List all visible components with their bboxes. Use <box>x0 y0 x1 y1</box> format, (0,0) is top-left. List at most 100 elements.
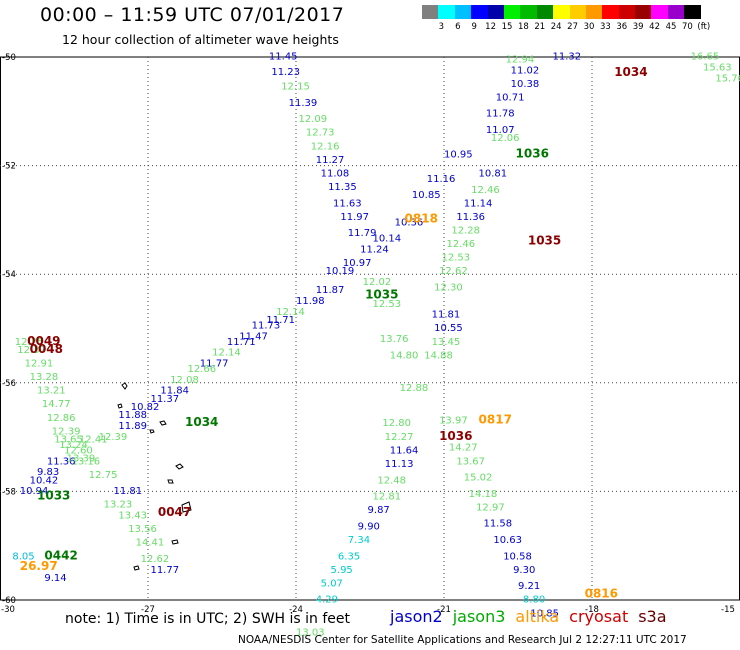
legend-label: 21 <box>534 22 546 32</box>
wave-height-value: 11.77 <box>200 359 229 370</box>
wave-height-value: 12.53 <box>372 299 401 310</box>
legend-label: 30 <box>583 22 595 32</box>
legend-label: 27 <box>567 22 579 32</box>
wave-height-value: 12.48 <box>377 475 406 486</box>
wave-height-value: 11.78 <box>486 109 515 120</box>
wave-height-value: 11.24 <box>360 244 389 255</box>
wave-height-value: 11.81 <box>113 486 142 497</box>
wave-height-value: 9.14 <box>44 573 66 584</box>
wave-height-value: 12.94 <box>506 54 535 65</box>
wave-height-value: 10.82 <box>131 402 160 413</box>
wave-height-value: 11.64 <box>390 445 419 456</box>
wave-height-value: 11.32 <box>553 52 582 63</box>
legend-label: (ft) <box>697 22 711 32</box>
wave-height-value: 15.02 <box>464 473 493 484</box>
track-time-label: 0048 <box>30 342 63 356</box>
wave-height-value: 13.21 <box>37 386 66 397</box>
wave-height-value: 10.55 <box>434 323 463 334</box>
wave-height-value: 11.81 <box>432 310 461 321</box>
legend-swatch <box>422 5 439 19</box>
wave-height-value: 12.09 <box>298 114 327 125</box>
wave-height-value: 10.58 <box>503 551 532 562</box>
track-time-label: 1035 <box>365 288 398 302</box>
legend-label: 18 <box>517 22 529 32</box>
wave-height-value: 5.95 <box>331 565 353 576</box>
x-tick-label: -18 <box>585 605 599 615</box>
wave-height-value: 4.29 <box>316 595 338 606</box>
wave-height-value: 13.76 <box>380 334 409 345</box>
wave-height-value: 9.21 <box>518 581 540 592</box>
footnote: note: 1) Time is in UTC; 2) SWH is in fe… <box>65 611 351 627</box>
wave-height-value: 14.88 <box>424 350 453 361</box>
wave-height-value: 8.80 <box>523 595 545 606</box>
wave-height-value: 13.23 <box>104 500 133 511</box>
track-time-label: 1034 <box>614 65 647 79</box>
track-time-label: 1034 <box>185 415 218 429</box>
color-scale-legend <box>422 5 701 19</box>
wave-height-value: 11.71 <box>227 337 256 348</box>
wave-height-value: 5.07 <box>321 578 343 589</box>
x-tick-label: -15 <box>721 605 735 615</box>
track-time-label: 1036 <box>439 429 472 443</box>
wave-height-value: 12.97 <box>476 502 505 513</box>
wave-height-value: 10.14 <box>372 234 401 245</box>
track-time-label: 1033 <box>37 489 70 503</box>
wave-height-value: 12.08 <box>170 375 199 386</box>
coastline-islands <box>117 382 192 571</box>
wave-height-value: 12.16 <box>311 141 340 152</box>
legend-swatch <box>438 5 455 19</box>
map-frame <box>0 56 740 601</box>
wave-height-value: 11.97 <box>340 212 369 223</box>
wave-height-value: 12.86 <box>47 413 76 424</box>
y-tick-label: -54 <box>2 270 16 280</box>
wave-height-value: 10.71 <box>496 92 525 103</box>
wave-height-value: 9.87 <box>368 505 390 516</box>
wave-height-value: 11.13 <box>385 459 414 470</box>
wave-height-value: 13.65 <box>54 435 83 446</box>
wave-height-value: 10.85 <box>530 608 559 619</box>
legend-label: 33 <box>599 22 611 32</box>
wave-height-value: 12.80 <box>382 418 411 429</box>
page-title: 00:00 – 11:59 UTC 07/01/2017 <box>40 4 345 26</box>
wave-height-value: 13.16 <box>72 456 101 467</box>
legend-swatch <box>454 5 472 19</box>
legend-swatch <box>684 5 701 19</box>
page-subtitle: 12 hour collection of altimeter wave hei… <box>62 32 339 47</box>
wave-height-value: 10.95 <box>444 149 473 160</box>
observation-layer: 11.45 11.23 12.15 11.39 12.09 12.73 12.16 11.27… <box>12 52 740 639</box>
wave-height-value: 13.67 <box>456 456 485 467</box>
satellite-jason2: jason2 <box>390 607 443 626</box>
wave-height-value: 12.15 <box>281 82 310 93</box>
wave-height-value: 14.18 <box>469 489 498 500</box>
track-time-label: 1036 <box>516 146 549 160</box>
wave-height-value: 11.98 <box>296 296 325 307</box>
wave-height-value: 10.38 <box>511 79 540 90</box>
wave-height-value: 13.24 <box>59 440 88 451</box>
credit-line: NOAA/NESDIS Center for Satellite Applica… <box>238 634 687 646</box>
wave-height-value: 12.02 <box>363 277 392 288</box>
wave-height-value: 16.65 <box>691 52 720 63</box>
wave-height-value: 13.43 <box>118 511 147 522</box>
wave-height-value: 13.56 <box>128 524 157 535</box>
wave-height-value: 12.46 <box>471 185 500 196</box>
track-time-label: 0049 <box>27 334 60 348</box>
wave-height-value: 13.03 <box>296 627 325 638</box>
wave-height-value: 14.27 <box>449 443 478 454</box>
wave-height-value: 10.97 <box>343 258 372 269</box>
track-time-label: 0818 <box>405 212 438 226</box>
wave-height-value: 9.83 <box>37 467 59 478</box>
wave-height-value: 11.58 <box>483 519 512 530</box>
wave-height-value: 14.80 <box>390 350 419 361</box>
wave-height-value: 12.88 <box>400 383 429 394</box>
track-time-label: 1035 <box>528 233 561 247</box>
wave-height-value: 11.63 <box>333 198 362 209</box>
y-tick-label: -58 <box>2 487 16 497</box>
wave-height-value: 15.63 <box>703 63 732 74</box>
wave-height-value: 14.77 <box>42 399 71 410</box>
wave-height-value: 11.79 <box>348 228 377 239</box>
y-tick-label: -50 <box>2 53 16 63</box>
satellite-altika: altika <box>515 607 560 626</box>
legend-label: 39 <box>632 22 644 32</box>
wave-height-value: 10.85 <box>412 190 441 201</box>
wave-height-value: 11.02 <box>511 65 540 76</box>
